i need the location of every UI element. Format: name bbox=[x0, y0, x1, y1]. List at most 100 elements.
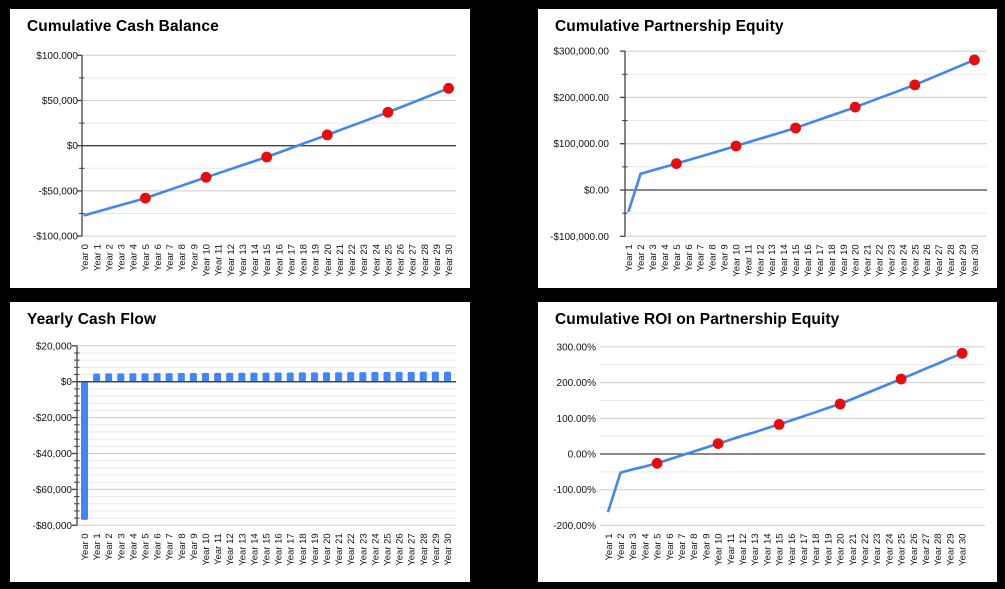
svg-text:Year 13: Year 13 bbox=[750, 533, 761, 565]
svg-text:Year 26: Year 26 bbox=[922, 244, 933, 276]
svg-text:Year 6: Year 6 bbox=[153, 244, 164, 271]
svg-text:-$80,000: -$80,000 bbox=[33, 521, 73, 532]
chart-cumulative-cash-balance[interactable]: Cumulative Cash Balance $100,000 $50,000 $… bbox=[10, 9, 470, 288]
svg-text:Year 7: Year 7 bbox=[677, 533, 688, 560]
svg-text:$100,000: $100,000 bbox=[36, 51, 78, 62]
svg-text:100.00%: 100.00% bbox=[557, 414, 597, 425]
svg-text:Year 7: Year 7 bbox=[165, 533, 176, 560]
chart-title: Cumulative Cash Balance bbox=[27, 18, 219, 35]
svg-text:Year 24: Year 24 bbox=[884, 533, 895, 565]
svg-text:Year 3: Year 3 bbox=[628, 533, 639, 560]
svg-text:Year 29: Year 29 bbox=[945, 533, 956, 565]
svg-text:Year 29: Year 29 bbox=[431, 533, 442, 565]
chart-yearly-cash-flow[interactable]: Yearly Cash Flow $20,000 $0 -$20,000 -$40,0… bbox=[10, 302, 470, 582]
svg-text:Year 5: Year 5 bbox=[141, 533, 152, 560]
svg-text:Year 24: Year 24 bbox=[371, 244, 382, 276]
svg-text:Year 17: Year 17 bbox=[286, 533, 297, 565]
svg-text:Year 0: Year 0 bbox=[80, 244, 91, 271]
svg-text:Year 12: Year 12 bbox=[226, 244, 237, 276]
svg-text:Year 5: Year 5 bbox=[653, 533, 664, 560]
svg-text:Year 19: Year 19 bbox=[839, 244, 850, 276]
svg-text:Year 0: Year 0 bbox=[80, 533, 91, 560]
svg-text:Year 2: Year 2 bbox=[636, 244, 647, 271]
svg-text:Year 21: Year 21 bbox=[863, 244, 874, 276]
svg-text:Year 9: Year 9 bbox=[189, 533, 200, 560]
svg-text:Year 24: Year 24 bbox=[370, 533, 381, 565]
svg-text:Year 8: Year 8 bbox=[177, 244, 188, 271]
svg-text:Year 14: Year 14 bbox=[762, 533, 773, 565]
svg-text:Year 23: Year 23 bbox=[359, 244, 370, 276]
svg-text:Year 15: Year 15 bbox=[262, 244, 273, 276]
svg-text:Year 8: Year 8 bbox=[689, 533, 700, 560]
svg-text:Year 18: Year 18 bbox=[827, 244, 838, 276]
svg-text:Year 28: Year 28 bbox=[419, 533, 430, 565]
svg-text:Year 26: Year 26 bbox=[396, 244, 407, 276]
svg-text:Year 10: Year 10 bbox=[731, 244, 742, 276]
chart-cumulative-roi-on-partnership-equity[interactable]: Cumulative ROI on Partnership Equity 300… bbox=[538, 302, 997, 582]
svg-text:Year 4: Year 4 bbox=[128, 533, 139, 560]
svg-text:Year 21: Year 21 bbox=[334, 533, 345, 565]
svg-text:Year 9: Year 9 bbox=[720, 244, 731, 271]
chart-cumulative-partnership-equity[interactable]: Cumulative Partnership Equity $300,000.0… bbox=[538, 9, 997, 288]
svg-text:Year 10: Year 10 bbox=[202, 244, 213, 276]
svg-text:Year 17: Year 17 bbox=[286, 244, 297, 276]
svg-text:Year 8: Year 8 bbox=[177, 533, 188, 560]
svg-text:-100.00%: -100.00% bbox=[553, 485, 596, 496]
svg-text:Year 11: Year 11 bbox=[726, 533, 737, 565]
svg-text:Year 29: Year 29 bbox=[958, 244, 969, 276]
svg-text:Year 12: Year 12 bbox=[755, 244, 766, 276]
svg-text:Year 30: Year 30 bbox=[443, 533, 454, 565]
svg-text:Year 27: Year 27 bbox=[408, 244, 419, 276]
svg-text:Year 3: Year 3 bbox=[116, 533, 127, 560]
svg-text:-$60,000: -$60,000 bbox=[33, 485, 73, 496]
svg-text:Year 30: Year 30 bbox=[444, 244, 455, 276]
svg-text:Year 3: Year 3 bbox=[648, 244, 659, 271]
svg-text:Year 10: Year 10 bbox=[201, 533, 212, 565]
svg-text:Year 22: Year 22 bbox=[860, 533, 871, 565]
svg-text:Year 5: Year 5 bbox=[141, 244, 152, 271]
svg-text:Year 14: Year 14 bbox=[779, 244, 790, 276]
svg-text:Year 25: Year 25 bbox=[383, 244, 394, 276]
svg-text:Year 22: Year 22 bbox=[347, 244, 358, 276]
svg-text:Year 16: Year 16 bbox=[803, 244, 814, 276]
svg-text:-$20,000: -$20,000 bbox=[33, 413, 73, 424]
cumulative-partnership-equity-plot: $300,000.00 $200,000.00 $100,000.00 $0.00 -$… bbox=[550, 47, 987, 277]
svg-text:Year 1: Year 1 bbox=[624, 244, 635, 271]
svg-text:Year 22: Year 22 bbox=[875, 244, 886, 276]
svg-text:200.00%: 200.00% bbox=[557, 378, 597, 389]
svg-text:Year 12: Year 12 bbox=[225, 533, 236, 565]
svg-text:$300,000.00: $300,000.00 bbox=[553, 47, 609, 58]
svg-text:-$50,000: -$50,000 bbox=[39, 186, 79, 197]
svg-text:Year 20: Year 20 bbox=[851, 244, 862, 276]
svg-text:Year 2: Year 2 bbox=[104, 533, 115, 560]
svg-text:Year 9: Year 9 bbox=[701, 533, 712, 560]
svg-text:Year 15: Year 15 bbox=[775, 533, 786, 565]
svg-text:Year 4: Year 4 bbox=[640, 533, 651, 560]
svg-text:Year 6: Year 6 bbox=[684, 244, 695, 271]
svg-text:Year 11: Year 11 bbox=[214, 244, 225, 276]
svg-text:Year 17: Year 17 bbox=[799, 533, 810, 565]
svg-text:-$100,000.00: -$100,000.00 bbox=[550, 232, 609, 243]
svg-text:Year 22: Year 22 bbox=[346, 533, 357, 565]
svg-text:Year 18: Year 18 bbox=[811, 533, 822, 565]
svg-text:$200,000.00: $200,000.00 bbox=[553, 93, 609, 104]
svg-text:Year 1: Year 1 bbox=[604, 533, 615, 560]
svg-text:Year 9: Year 9 bbox=[189, 244, 200, 271]
svg-text:Year 28: Year 28 bbox=[946, 244, 957, 276]
svg-text:Year 2: Year 2 bbox=[616, 533, 627, 560]
svg-text:Year 17: Year 17 bbox=[815, 244, 826, 276]
svg-text:Year 8: Year 8 bbox=[708, 244, 719, 271]
svg-text:Year 30: Year 30 bbox=[958, 533, 969, 565]
svg-text:Year 5: Year 5 bbox=[672, 244, 683, 271]
svg-text:Year 10: Year 10 bbox=[714, 533, 725, 565]
svg-text:Year 19: Year 19 bbox=[823, 533, 834, 565]
svg-text:-200.00%: -200.00% bbox=[553, 521, 596, 532]
yearly-cash-flow-plot: $20,000 $0 -$20,000 -$40,000 -$60,000 -$80,00… bbox=[33, 341, 456, 566]
svg-text:Year 23: Year 23 bbox=[872, 533, 883, 565]
svg-text:$100,000.00: $100,000.00 bbox=[553, 139, 609, 150]
svg-text:Year 20: Year 20 bbox=[322, 533, 333, 565]
svg-text:Year 1: Year 1 bbox=[92, 533, 103, 560]
svg-text:Year 26: Year 26 bbox=[395, 533, 406, 565]
svg-text:Year 25: Year 25 bbox=[910, 244, 921, 276]
